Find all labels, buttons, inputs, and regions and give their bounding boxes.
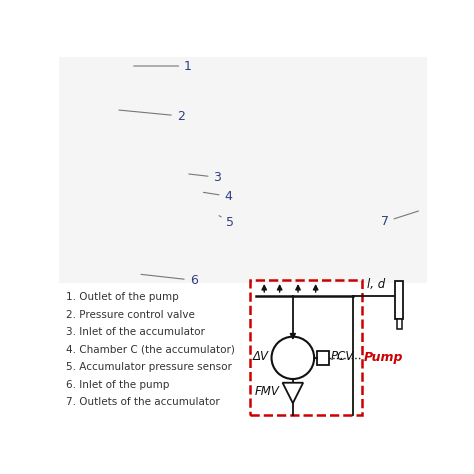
Text: FMV: FMV [255,385,280,398]
Text: 2. Pressure control valve: 2. Pressure control valve [66,310,195,320]
Text: 3: 3 [189,171,221,184]
Text: 7. Outlets of the accumulator: 7. Outlets of the accumulator [66,397,219,408]
Polygon shape [283,383,303,403]
Bar [59,57,243,283]
Bar [317,351,329,365]
Bar [243,57,427,283]
Text: 4. Chamber C (the accumulator): 4. Chamber C (the accumulator) [66,345,235,355]
Text: PCV: PCV [331,350,355,363]
Circle shape [272,337,314,379]
Text: 7: 7 [381,211,419,228]
Text: 1. Outlet of the pump: 1. Outlet of the pump [66,292,179,302]
Text: 3. Inlet of the accumulator: 3. Inlet of the accumulator [66,328,205,337]
Text: 1: 1 [134,60,192,73]
Bar [397,319,401,328]
Text: 6. Inlet of the pump: 6. Inlet of the pump [66,380,169,390]
Text: 4: 4 [203,190,232,203]
Text: ΔV: ΔV [253,350,269,363]
Text: l, d: l, d [367,278,385,292]
Text: Pump: Pump [364,351,404,365]
Bar [395,281,403,319]
Bar [250,280,362,415]
Text: 5. Accumulator pressure sensor: 5. Accumulator pressure sensor [66,362,232,373]
Text: 2: 2 [119,109,185,122]
Text: 5: 5 [219,216,235,229]
Text: 6: 6 [141,274,198,287]
